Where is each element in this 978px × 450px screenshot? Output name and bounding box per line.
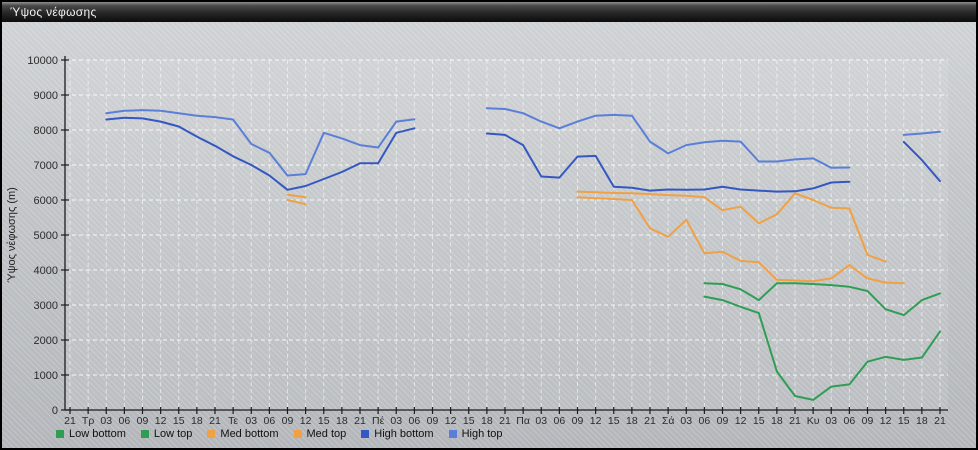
series-line-high-bottom (105, 116, 416, 191)
legend-label: Med top (306, 428, 347, 440)
legend-label: High top (461, 428, 503, 440)
legend-item-high-top: High top (448, 428, 503, 440)
legend-swatch-icon (140, 430, 149, 438)
series-line-high-top (902, 130, 941, 136)
x-tick-label: 03 (100, 415, 112, 427)
series-line-high-bottom (485, 132, 851, 193)
x-tick-label: 21 (934, 415, 946, 427)
x-tick-label: 06 (554, 415, 566, 427)
x-tick-label: Πέ (372, 415, 385, 427)
series-line-high-top (105, 109, 416, 177)
legend-label: Med bottom (220, 428, 279, 440)
x-tick-label: 21 (354, 415, 366, 427)
x-tick-label: 09 (427, 415, 439, 427)
y-tick-label: 8000 (34, 125, 58, 137)
x-tick-label: 18 (191, 415, 203, 427)
x-tick-label: 03 (390, 415, 402, 427)
legend-swatch-icon (361, 430, 370, 438)
x-tick-label: 03 (680, 415, 692, 427)
x-tick-label: 06 (409, 415, 421, 427)
series-line-med-top (286, 193, 307, 199)
x-tick-label: 18 (336, 415, 348, 427)
x-tick-label: 12 (445, 415, 457, 427)
legend-item-low-top: Low top (140, 428, 193, 440)
y-axis-title: Ύψος νέφωσης (m) (6, 187, 18, 283)
x-tick-label: 12 (155, 415, 167, 427)
series-line-med-bottom (576, 196, 905, 285)
x-tick-label: 03 (825, 415, 837, 427)
legend-swatch-icon (207, 430, 216, 438)
x-tick-label: 21 (209, 415, 221, 427)
x-tick-label: Σά (662, 415, 675, 427)
x-tick-label: 12 (300, 415, 312, 427)
x-tick-label: 15 (753, 415, 765, 427)
legend-swatch-icon (448, 430, 457, 438)
x-tick-label: 06 (264, 415, 276, 427)
x-tick-label: Τε (228, 415, 238, 427)
x-tick-label: 09 (717, 415, 729, 427)
x-tick-label: 12 (880, 415, 892, 427)
x-tick-label: 18 (771, 415, 783, 427)
x-tick-label: 15 (463, 415, 475, 427)
series-line-low-bottom (703, 295, 941, 401)
x-tick-label: 06 (844, 415, 856, 427)
legend-swatch-icon (56, 430, 64, 438)
x-tick-label: 15 (608, 415, 620, 427)
window-title: Ύψος νέφωσης (10, 5, 97, 19)
x-tick-label: 15 (318, 415, 330, 427)
series-line-high-top (485, 107, 851, 169)
series-line-med-top (576, 190, 887, 263)
x-tick-label: 21 (644, 415, 656, 427)
y-tick-label: 10000 (27, 55, 58, 67)
x-tick-label: 06 (119, 415, 131, 427)
x-tick-label: 12 (735, 415, 747, 427)
y-tick-label: 0 (52, 405, 58, 417)
y-tick-label: 2000 (34, 335, 58, 347)
series-line-high-bottom (902, 140, 941, 183)
legend-label: Low top (153, 428, 193, 440)
y-tick-label: 6000 (34, 195, 58, 207)
x-tick-label: 09 (282, 415, 294, 427)
x-tick-label: Τρ (82, 415, 94, 427)
legend-item-high-bottom: High bottom (361, 428, 434, 440)
y-tick-label: 4000 (34, 265, 58, 277)
y-tick-label: 7000 (34, 160, 58, 172)
x-tick-label: 03 (535, 415, 547, 427)
x-tick-label: 15 (898, 415, 910, 427)
x-tick-label: 18 (626, 415, 638, 427)
x-tick-label: 06 (699, 415, 711, 427)
window-titlebar[interactable]: Ύψος νέφωσης (2, 2, 976, 22)
legend-item-med-bottom: Med bottom (207, 428, 279, 440)
legend-label: Low bottom (69, 428, 126, 440)
legend: Low bottom Low top Med bottom Med top High b… (56, 428, 503, 440)
x-tick-label: 21 (789, 415, 801, 427)
x-tick-label: 21 (499, 415, 511, 427)
y-tick-label: 9000 (34, 90, 58, 102)
series-line-low-top (703, 282, 941, 317)
x-tick-label: 09 (572, 415, 584, 427)
y-tick-label: 5000 (34, 230, 58, 242)
legend-swatch-icon (293, 430, 302, 438)
x-tick-label: 09 (862, 415, 874, 427)
chart-area: 0 1000 2000 3000 4000 5000 6000 7000 8000 9000 100… (2, 22, 976, 448)
x-tick-label: 03 (245, 415, 257, 427)
x-tick-label: Πα (516, 415, 530, 427)
y-tick-label: 3000 (34, 300, 58, 312)
legend-item-med-top: Med top (293, 428, 347, 440)
x-tick-label: 18 (481, 415, 493, 427)
y-tick-label: 1000 (34, 370, 58, 382)
x-tick-label: 12 (590, 415, 602, 427)
x-tick-label: 21 (64, 415, 76, 427)
legend-label: High bottom (374, 428, 434, 440)
x-tick-label: Κυ (807, 415, 820, 427)
legend-item-low-bottom: Low bottom (56, 428, 126, 440)
cloud-height-chart: 0 1000 2000 3000 4000 5000 6000 7000 8000 9000 100… (6, 55, 948, 427)
x-tick-label: 18 (916, 415, 928, 427)
x-tick-label: 15 (173, 415, 185, 427)
x-tick-label: 09 (137, 415, 149, 427)
series-line-med-bottom (286, 199, 307, 206)
